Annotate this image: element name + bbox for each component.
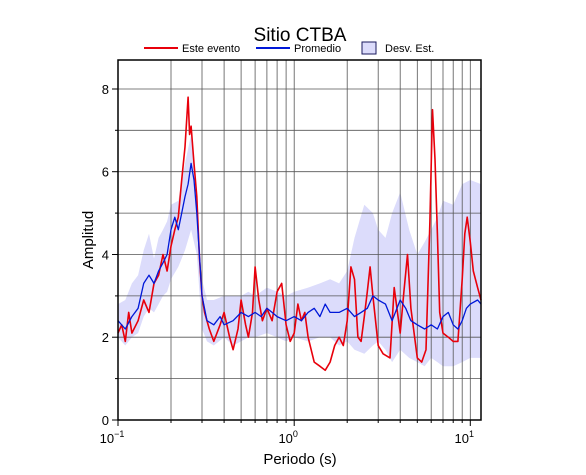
x-axis-label: Periodo (s) [263,451,336,468]
y-tick-label: 6 [102,165,109,180]
legend: Este evento Promedio Desv. Est. [144,41,434,55]
series-promedio [117,162,482,330]
y-tick-label: 8 [102,82,109,97]
chart-title: Sitio CTBA [254,25,347,46]
legend-label-event: Este evento [182,43,240,55]
y-tick-label: 0 [102,413,109,428]
series-layer [117,96,482,372]
x-tick-label: 10−1 [100,429,125,446]
series-este-evento [117,96,482,372]
y-tick-label: 2 [102,330,109,345]
x-tick-label: 100 [278,429,297,446]
y-tick-label: 4 [102,248,109,263]
legend-swatch-std [361,41,377,55]
legend-label-std: Desv. Est. [385,43,434,55]
tick-layer: 0 2 4 6 8 10−1 100 101 [100,82,474,446]
std-band [118,134,481,367]
y-axis-label: Amplitud [80,211,97,269]
legend-label-mean: Promedio [294,43,341,55]
x-tick-label: 101 [455,429,474,446]
plot-frame [117,59,482,421]
frame-layer [117,59,482,421]
std-band-layer [118,134,481,367]
